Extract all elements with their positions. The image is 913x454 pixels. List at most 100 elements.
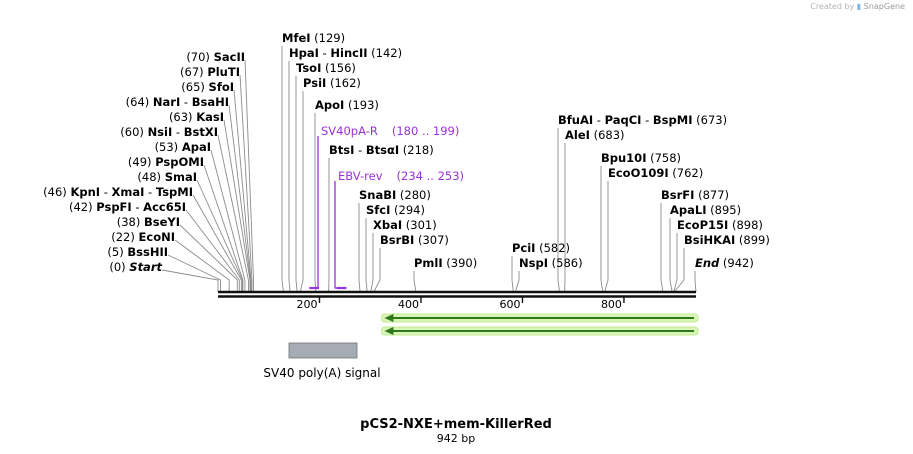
enzyme-name: HpaI	[289, 46, 319, 60]
site-label-bpu10i: Bpu10I (758)	[601, 151, 681, 165]
enzyme-name: TsoI	[296, 61, 321, 75]
enzyme-name: BtsI	[329, 143, 354, 157]
site-label-apoi: ApoI (193)	[315, 98, 379, 112]
enzyme-name: PciI	[512, 241, 535, 255]
site-position: (683)	[590, 128, 625, 142]
site-position: (5)	[107, 245, 127, 259]
enzyme-name: SfoI	[209, 80, 234, 94]
site-position: (70)	[186, 50, 213, 64]
primer-name: SV40pA-R	[321, 124, 378, 138]
enzyme-name: Bpu10I	[601, 151, 646, 165]
site-position: (63)	[169, 110, 196, 124]
site-position: (942)	[719, 256, 754, 270]
enzyme-name: MfeI	[282, 31, 311, 45]
site-position: (42)	[69, 200, 96, 214]
primer-name: EBV-rev	[338, 169, 383, 183]
enzyme-name: SfcI	[366, 203, 390, 217]
site-separator: -	[354, 143, 365, 157]
site-line-kasi	[223, 119, 251, 292]
tick-label: 200	[296, 298, 317, 311]
site-label-hpai: HpaI - HincII (142)	[289, 46, 402, 60]
site-label-pspomi: (49) PspOMI	[128, 155, 204, 169]
site-label-pspfi: (42) PspFI - Acc65I	[69, 200, 186, 214]
site-position: (53)	[155, 140, 182, 154]
site-label-pcii: PciI (582)	[512, 241, 570, 255]
site-line-pmli	[413, 271, 417, 293]
enzyme-name: SmaI	[165, 170, 197, 184]
enzyme-name: PspOMI	[155, 155, 204, 169]
credit-brand: SnapGene	[863, 2, 905, 11]
site-separator: -	[593, 113, 604, 127]
site-line-sacii	[244, 59, 254, 292]
tick-label: 600	[499, 298, 520, 311]
site-label-econi: (22) EcoNI	[111, 230, 175, 244]
enzyme-name: BseYI	[144, 215, 180, 229]
orf-arrow-head	[384, 314, 394, 322]
site-label-xbai: XbaI (301)	[373, 218, 437, 232]
site-line-ecoo109i	[604, 181, 609, 293]
site-line-sfoi	[233, 89, 252, 292]
enzyme-name: PspFI	[96, 200, 131, 214]
site-separator: -	[100, 185, 111, 199]
enzyme-name: BtsαI	[366, 143, 399, 157]
site-separator: -	[132, 200, 143, 214]
site-line-bfuai	[557, 128, 560, 293]
site-label-bseyi: (38) BseYI	[117, 215, 180, 229]
site-label-psii: PsiI (162)	[303, 76, 361, 90]
enzyme-name: PmlI	[414, 256, 443, 270]
site-line-bseyi	[179, 224, 238, 292]
site-label-pluti: (67) PluTI	[180, 65, 240, 79]
primer-range: (234 .. 253)	[397, 169, 465, 183]
enzyme-name: PaqCI	[605, 113, 642, 127]
enzyme-name: EcoP15I	[677, 218, 728, 232]
primer-line-ebv-rev	[334, 181, 347, 289]
enzyme-name: BsrBI	[380, 233, 414, 247]
site-line-nspi	[514, 271, 520, 293]
site-label-alei: AleI (683)	[565, 128, 625, 142]
enzyme-name: PluTI	[207, 65, 240, 79]
site-label-mfei: MfeI (129)	[282, 31, 345, 45]
site-line-bsihkai	[673, 248, 685, 293]
enzyme-name: BsaHI	[192, 95, 229, 109]
enzyme-name: BfuAI	[558, 113, 593, 127]
enzyme-name: NspI	[519, 256, 548, 270]
site-position: (582)	[535, 241, 570, 255]
site-line-start	[161, 269, 219, 292]
map-length: 942 bp	[437, 432, 475, 445]
enzyme-name: PsiI	[303, 76, 326, 90]
site-line-pspomi	[203, 164, 244, 292]
site-label-kpni: (46) KpnI - XmaI - TspMI	[43, 185, 193, 199]
site-line-snabi	[358, 203, 361, 293]
site-position: (60)	[120, 125, 147, 139]
site-line-econi	[174, 239, 230, 292]
ruler-ticks: 200 400 600 800	[296, 297, 625, 311]
site-position: (294)	[390, 203, 425, 217]
site-position: (895)	[707, 203, 742, 217]
enzyme-name: BssHII	[127, 245, 168, 259]
site-position: (156)	[321, 61, 356, 75]
enzyme-name: XmaI	[112, 185, 145, 199]
enzyme-name: Acc65I	[143, 200, 186, 214]
site-position: (0)	[109, 260, 129, 274]
enzyme-name: SacII	[214, 50, 245, 64]
site-labels: (70) SacII(67) PluTI(65) SfoI(64) NarI -…	[43, 31, 770, 274]
site-line-smai	[196, 179, 243, 292]
site-position: (142)	[368, 46, 403, 60]
site-label-nspi: NspI (586)	[519, 256, 583, 270]
site-label-bsihkai: BsiHKAI (899)	[684, 233, 770, 247]
site-label-sfci: SfcI (294)	[366, 203, 425, 217]
site-label-nari: (64) NarI - BsaHI	[126, 95, 229, 109]
site-line-nsii	[217, 134, 249, 292]
site-label-sacii: (70) SacII	[186, 50, 245, 64]
site-position: (22)	[111, 230, 138, 244]
site-line-apoi	[314, 113, 317, 293]
site-position: (301)	[402, 218, 437, 232]
orf-arrow-head	[384, 327, 394, 335]
site-label-start: (0) Start	[109, 260, 162, 274]
site-line-tsoi	[295, 76, 298, 293]
site-label-bsrbi: BsrBI (307)	[380, 233, 449, 247]
enzyme-name: NarI	[153, 95, 180, 109]
primer-line-sv40pa-r	[317, 136, 319, 289]
site-line-sfci	[365, 218, 368, 293]
site-line-end	[694, 271, 697, 293]
